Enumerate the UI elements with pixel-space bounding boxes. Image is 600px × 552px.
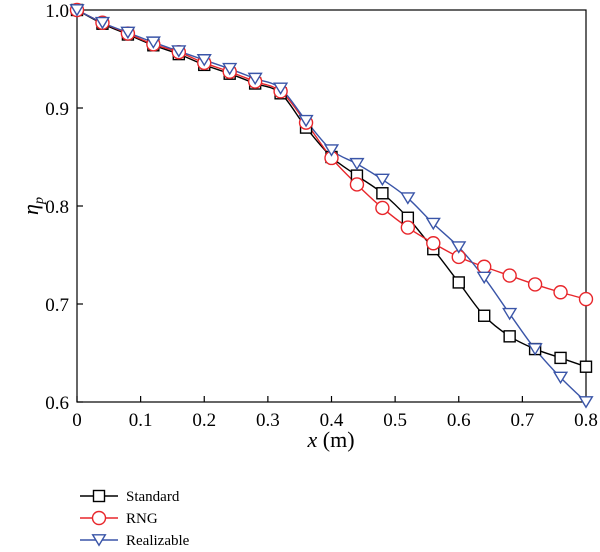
y-axis-label: ηp — [18, 197, 47, 215]
axis-ticks — [76, 9, 587, 403]
data-point-standard — [376, 187, 389, 200]
legend-label-realizable: Realizable — [126, 533, 190, 549]
x-tick-label: 0.6 — [447, 410, 471, 431]
series-line-realizable — [76, 9, 587, 403]
data-point-realizable — [451, 241, 467, 254]
data-point-rng — [477, 259, 492, 274]
data-point-realizable — [425, 217, 441, 231]
data-point-rng — [400, 220, 416, 235]
data-point-realizable — [400, 192, 416, 205]
data-point-realizable — [273, 82, 289, 95]
data-point-standard — [452, 276, 465, 289]
legend-label-standard: Standard — [126, 489, 180, 505]
data-point-realizable — [222, 62, 238, 76]
y-tick-label: 0.9 — [45, 99, 69, 120]
legend-label-rng: RNG — [126, 511, 158, 527]
data-point-realizable — [69, 4, 85, 17]
legend-marker-realizable — [91, 534, 107, 547]
plot-area-frame — [76, 9, 587, 403]
data-point-realizable — [476, 271, 492, 285]
data-point-realizable — [298, 114, 314, 128]
axis-tick-labels: 0 0.1 0.2 0.3 0.4 0.5 0.6 0.7 0.8 0.6 0.7 0.8 0.9 1.0 — [45, 1, 598, 431]
data-point-standard — [478, 309, 491, 322]
data-point-rng — [527, 277, 543, 292]
data-point-standard — [554, 351, 567, 365]
data-point-standard — [579, 360, 593, 373]
series-markers — [69, 2, 594, 409]
y-tick-label: 0.7 — [45, 295, 69, 316]
data-point-realizable — [578, 396, 594, 409]
data-point-realizable — [120, 26, 136, 40]
x-axis-label: x (m) — [306, 427, 354, 452]
series-lines — [76, 9, 587, 403]
legend: Standard RNG Realizable — [80, 489, 190, 549]
data-point-realizable — [247, 72, 263, 86]
data-point-realizable — [349, 157, 365, 171]
data-point-realizable — [171, 45, 187, 58]
data-point-realizable — [196, 54, 212, 67]
x-tick-label: 0.4 — [320, 410, 344, 431]
data-point-rng — [553, 285, 568, 300]
x-tick-label: 0.8 — [574, 410, 598, 431]
x-tick-label: 0.7 — [511, 410, 535, 431]
x-tick-label: 0.2 — [192, 410, 216, 431]
data-point-standard — [503, 330, 516, 343]
data-point-realizable — [374, 173, 390, 187]
data-point-realizable — [323, 144, 340, 157]
data-point-realizable — [527, 343, 543, 356]
data-point-rng — [426, 236, 441, 251]
y-tick-label: 0.8 — [45, 197, 69, 218]
y-tick-label: 1.0 — [45, 1, 69, 22]
legend-marker-standard — [92, 489, 106, 503]
x-tick-label: 0.1 — [129, 410, 153, 431]
data-point-rng — [578, 291, 594, 307]
x-tick-label: 0.3 — [256, 410, 280, 431]
data-point-realizable — [502, 307, 518, 321]
legend-marker-rng — [91, 510, 107, 526]
x-tick-label: 0 — [72, 410, 82, 431]
data-point-realizable — [552, 371, 569, 385]
data-point-rng — [375, 200, 390, 216]
data-point-rng — [502, 268, 517, 283]
data-point-realizable — [145, 36, 161, 49]
data-point-realizable — [94, 16, 111, 30]
y-tick-label: 0.6 — [45, 393, 69, 414]
data-point-rng — [349, 177, 365, 192]
x-tick-label: 0.5 — [383, 410, 407, 431]
